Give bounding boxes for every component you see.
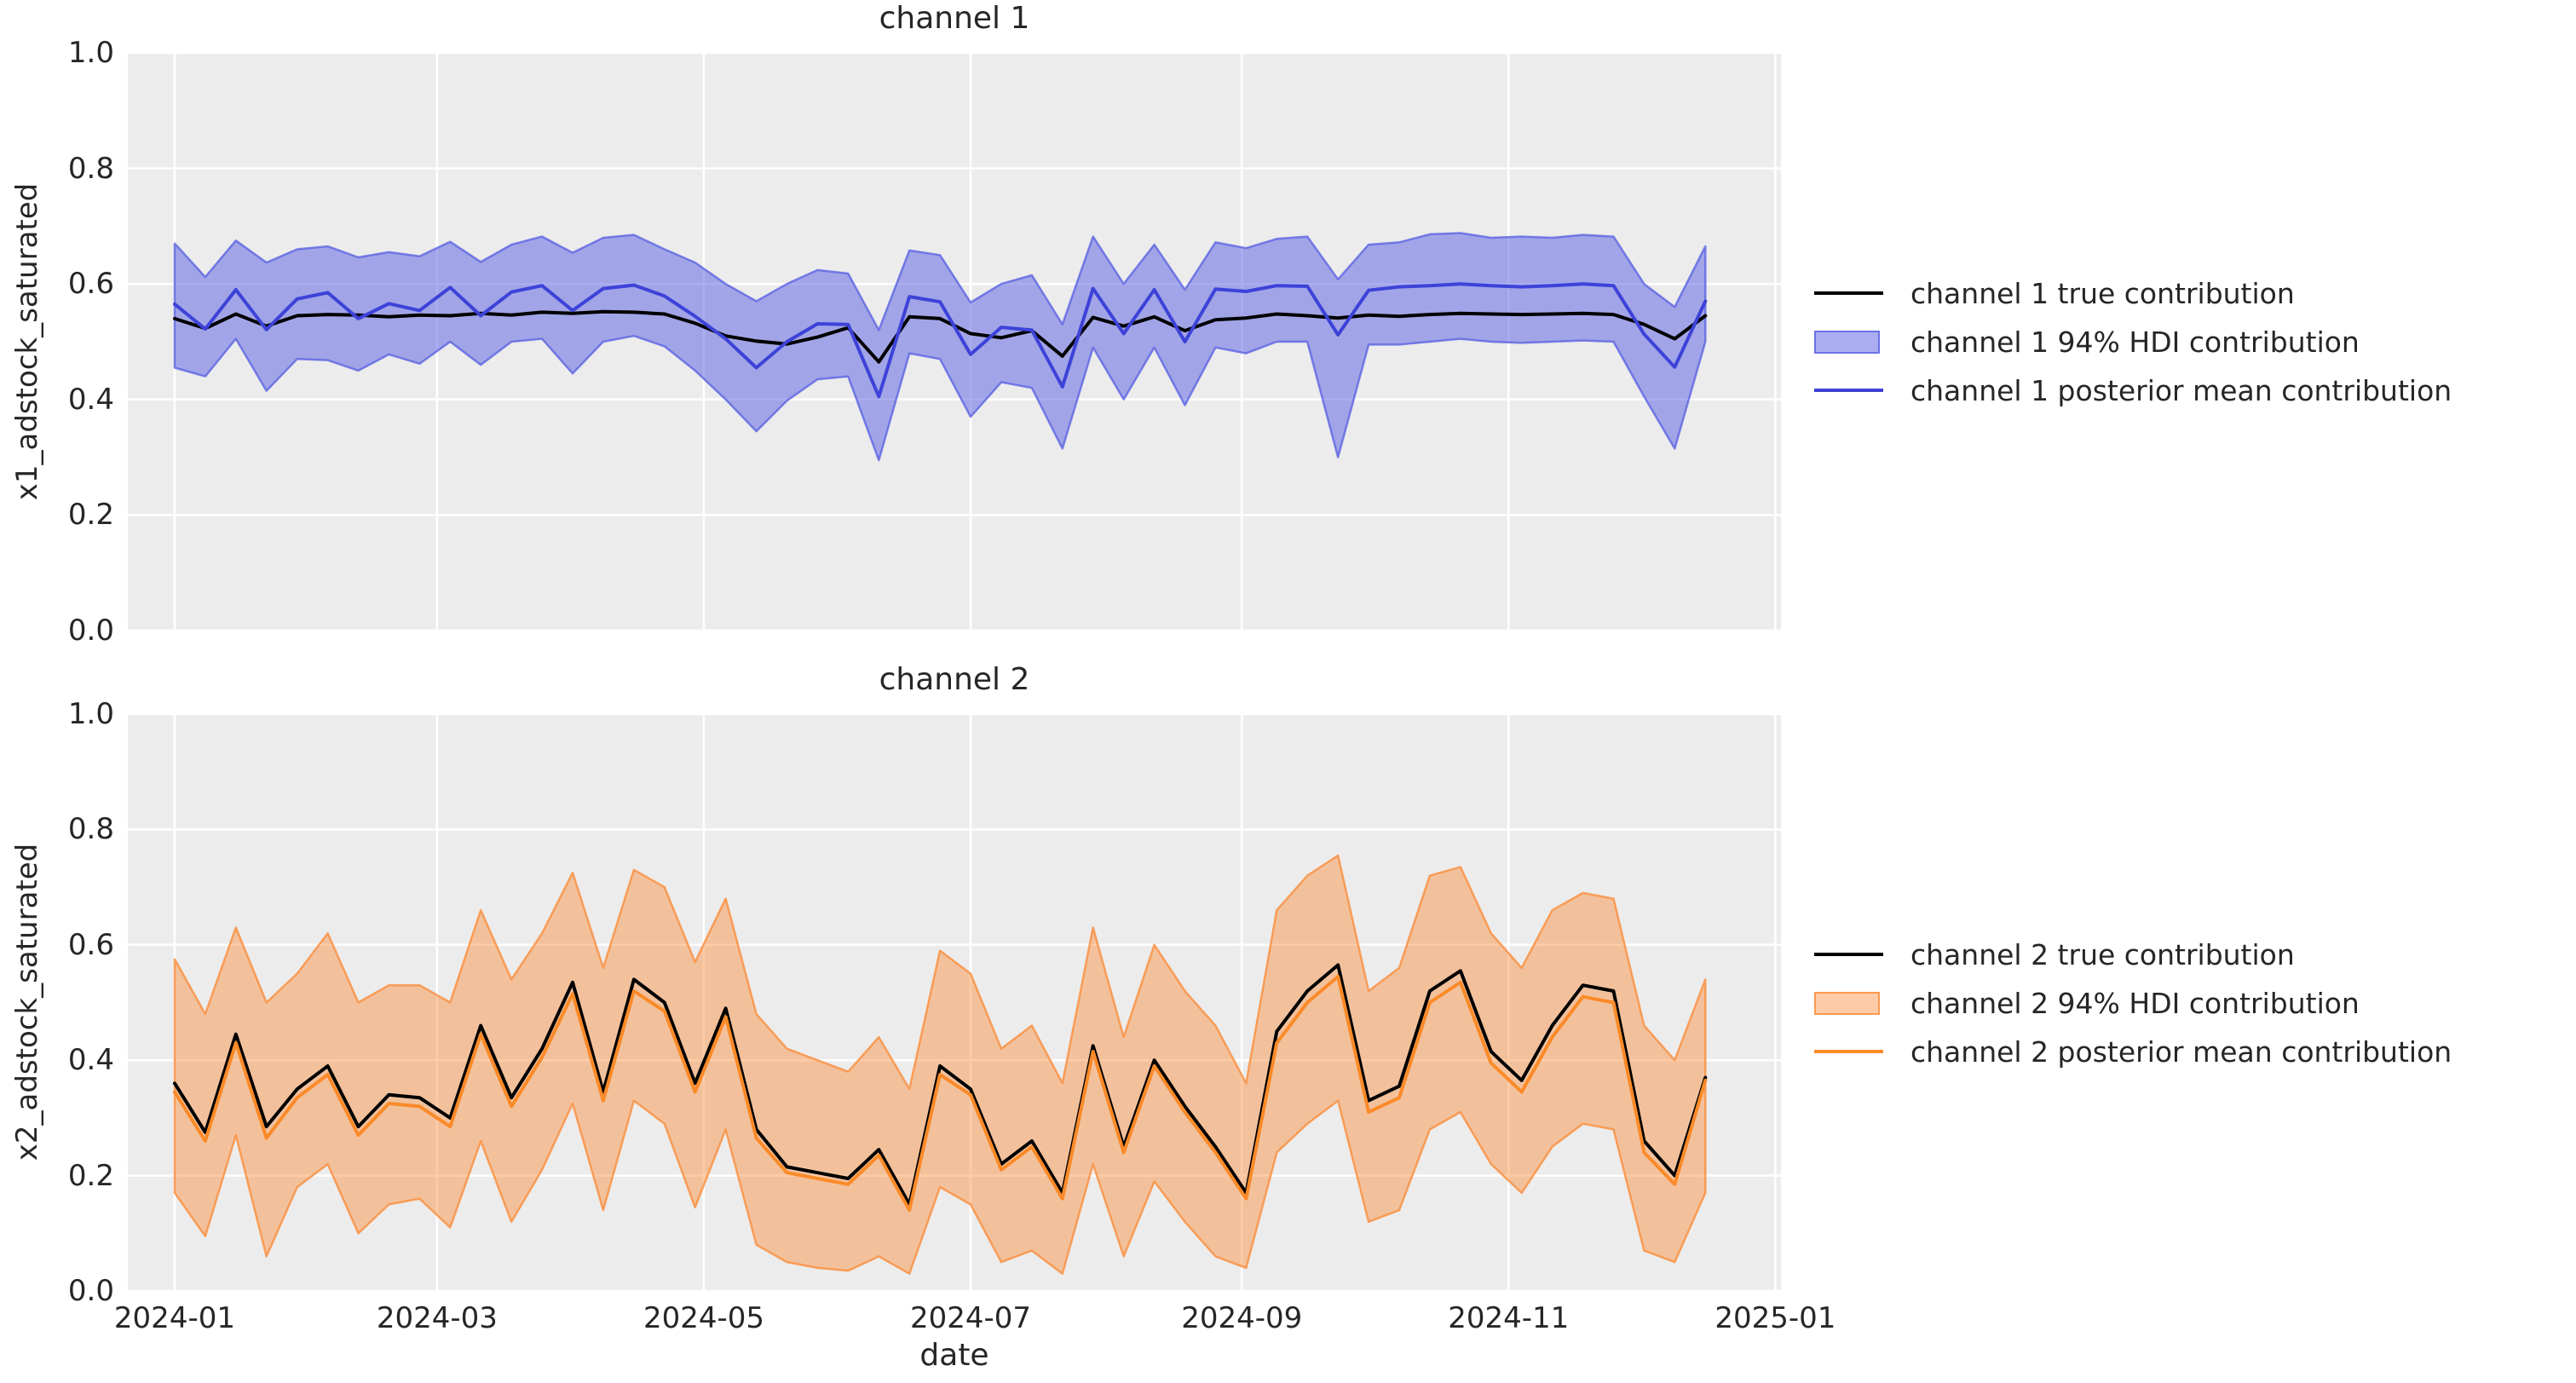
legend-key-line-icon [1814, 1050, 1883, 1053]
x-axis-label-date: date [919, 1338, 989, 1373]
legend-item-channel-1-posterior-mean: channel 1 posterior mean contribution [1814, 372, 2452, 409]
y-axis-label-channel-1: x1_adstock_saturated [10, 182, 44, 501]
legend-key-patch-icon [1814, 991, 1883, 1015]
axes-channel-1 [128, 53, 1781, 631]
legend-label: channel 2 94% HDI contribution [1910, 986, 2360, 1020]
axes-channel-2 [128, 714, 1781, 1291]
x-tick-label: 2024-11 [1448, 1301, 1570, 1335]
x-tick-label: 2024-05 [643, 1301, 764, 1335]
x-tick-label: 2024-09 [1181, 1301, 1303, 1335]
legend-item-channel-2-true: channel 2 true contribution [1814, 936, 2295, 973]
legend-label: channel 1 true contribution [1910, 276, 2295, 310]
y-tick-label: 0.4 [67, 382, 114, 417]
y-tick-label: 0.2 [67, 498, 114, 533]
legend-label: channel 1 94% HDI contribution [1910, 325, 2360, 359]
y-tick-label: 0.0 [67, 1274, 114, 1308]
y-tick-label: 0.6 [67, 267, 114, 302]
chart-title-channel-1: channel 1 [879, 1, 1030, 36]
y-tick-label: 0.0 [67, 614, 114, 648]
x-tick-label: 2024-07 [910, 1301, 1032, 1335]
chart-title-channel-2: channel 2 [879, 662, 1030, 697]
legend-item-channel-2-hdi: channel 2 94% HDI contribution [1814, 984, 2360, 1022]
y-tick-label: 0.4 [67, 1043, 114, 1078]
legend-key-line-icon [1814, 953, 1883, 956]
x-tick-label: 2024-03 [376, 1301, 498, 1335]
legend-key-line-icon [1814, 389, 1883, 392]
y-tick-label: 0.6 [67, 927, 114, 962]
legend-item-channel-1-true: channel 1 true contribution [1814, 274, 2295, 312]
legend-label: channel 2 true contribution [1910, 937, 2295, 971]
y-tick-label: 0.8 [67, 812, 114, 847]
y-tick-label: 1.0 [67, 36, 114, 70]
y-tick-label: 1.0 [67, 697, 114, 731]
y-axis-label-channel-2: x2_adstock_saturated [10, 843, 44, 1161]
y-tick-label: 0.8 [67, 151, 114, 186]
legend-label: channel 2 posterior mean contribution [1910, 1034, 2452, 1069]
legend-key-line-icon [1814, 291, 1883, 295]
x-tick-label: 2024-01 [113, 1301, 235, 1335]
legend-label: channel 1 posterior mean contribution [1910, 373, 2452, 407]
legend-item-channel-2-posterior-mean: channel 2 posterior mean contribution [1814, 1033, 2452, 1070]
y-tick-label: 0.2 [67, 1158, 114, 1193]
legend-item-channel-1-hdi: channel 1 94% HDI contribution [1814, 323, 2360, 360]
x-tick-label: 2025-01 [1714, 1301, 1836, 1335]
legend-key-patch-icon [1814, 330, 1883, 354]
